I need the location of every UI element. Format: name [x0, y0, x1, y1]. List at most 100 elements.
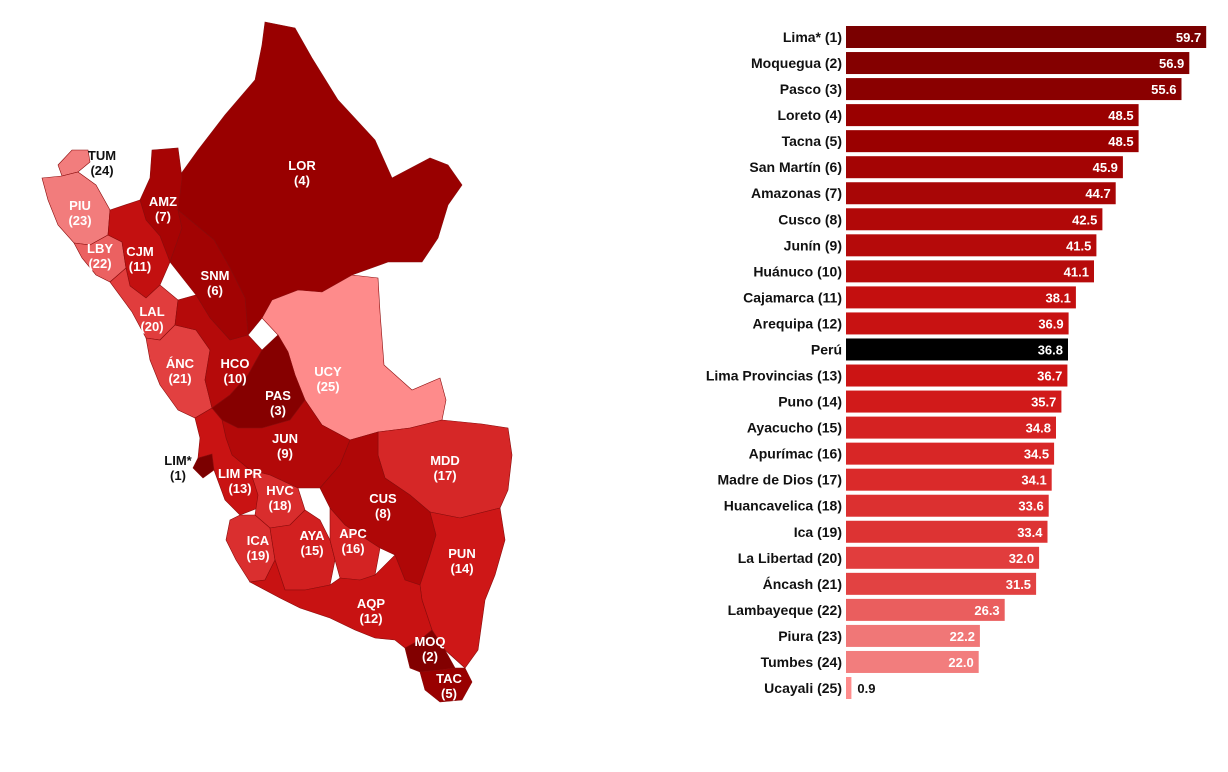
bar-tacna-5	[846, 130, 1139, 153]
map-region-code-snm: SNM	[201, 268, 230, 283]
map-region-lim	[192, 453, 215, 479]
category-label-puno-14: Puno (14)	[778, 394, 842, 410]
value-label-amazonas-7: 44.7	[1085, 186, 1110, 201]
bar-series: Lima* (1) 59.7 Moquegua (2) 56.9 Pasco (3) 55…	[706, 26, 1207, 699]
bar-lima-provincias-13	[846, 364, 1068, 387]
map-region-rank-cus: (8)	[375, 506, 391, 521]
map-region-rank-ucy: (25)	[316, 379, 339, 394]
map-canvas: LOR(4) AMZ(7) TUM(24) PIU(23) LBY(22) CJM(11)…	[41, 21, 513, 703]
map-region-rank-lby: (22)	[88, 256, 111, 271]
map-region-code-aya: AYA	[299, 528, 325, 543]
category-label-tumbes-24: Tumbes (24)	[761, 654, 842, 670]
map-region-code-piu: PIU	[69, 198, 91, 213]
value-label-madre-de-dios-17: 34.1	[1021, 473, 1046, 488]
category-label-lima-provincias-13: Lima Provincias (13)	[706, 368, 842, 384]
bar-cusco-8	[846, 208, 1103, 231]
value-label-tacna-5: 48.5	[1108, 134, 1133, 149]
map-region-code-ica: ICA	[247, 533, 270, 548]
map-region-rank-anc: (21)	[168, 371, 191, 386]
map-region-code-moq: MOQ	[414, 634, 445, 649]
map-region-rank-piu: (23)	[68, 213, 91, 228]
value-label-tumbes-24: 22.0	[948, 655, 973, 670]
value-label-ucayali-25: 0.9	[857, 681, 875, 696]
category-label-arequipa-12: Arequipa (12)	[753, 315, 842, 331]
bar-madre-de-dios-17	[846, 468, 1052, 491]
map-region-code-cjm: CJM	[126, 244, 153, 259]
category-label-huancavelica-18: Huancavelica (18)	[724, 498, 842, 514]
map-region-rank-snm: (6)	[207, 283, 223, 298]
value-label-arequipa-12: 36.9	[1038, 316, 1063, 331]
category-label-ucayali-25: Ucayali (25)	[764, 680, 842, 696]
category-label-la-libertad-20: La Libertad (20)	[738, 550, 842, 566]
map-region-rank-tum: (24)	[90, 163, 113, 178]
map-region-code-pun: PUN	[448, 546, 475, 561]
bar-piura-23	[846, 624, 980, 647]
map-region-tac	[419, 667, 473, 703]
map-region-tum	[57, 149, 91, 177]
map-region-rank-ica: (19)	[246, 548, 269, 563]
category-label-apurimac-16: Apurímac (16)	[749, 446, 842, 462]
category-label-amazonas-7: Amazonas (7)	[751, 185, 842, 201]
bar-huanuco-10	[846, 260, 1094, 283]
category-label-cusco-8: Cusco (8)	[778, 211, 842, 227]
bar-huancavelica-18	[846, 494, 1049, 517]
map-region-code-lor: LOR	[288, 158, 316, 173]
bar-ancash-21	[846, 572, 1037, 595]
category-label-huanuco-10: Huánuco (10)	[753, 263, 842, 279]
category-label-pasco-3: Pasco (3)	[780, 81, 842, 97]
ranking-bar-chart: Lima* (1) 59.7 Moquegua (2) 56.9 Pasco (3) 55…	[600, 0, 1228, 767]
category-label-lambayeque-22: Lambayeque (22)	[728, 602, 842, 618]
value-label-ancash-21: 31.5	[1006, 577, 1031, 592]
map-region-code-hvc: HVC	[266, 483, 294, 498]
bar-pasco-3	[846, 78, 1182, 101]
category-label-loreto-4: Loreto (4)	[777, 107, 842, 123]
map-region-code-hco: HCO	[221, 356, 250, 371]
map-region-code-lby: LBY	[87, 241, 113, 256]
category-label-junin-9: Junín (9)	[784, 237, 842, 253]
value-label-moquegua-2: 56.9	[1159, 56, 1184, 71]
value-label-lima-1: 59.7	[1176, 30, 1201, 45]
map-region-code-pas: PAS	[265, 388, 291, 403]
category-label-moquegua-2: Moquegua (2)	[751, 55, 842, 71]
value-label-cusco-8: 42.5	[1072, 212, 1097, 227]
map-region-code-lim: LIM*	[164, 453, 192, 468]
bar-tumbes-24	[846, 650, 979, 673]
value-label-piura-23: 22.2	[950, 629, 975, 644]
category-label-ancash-21: Áncash (21)	[763, 576, 842, 592]
value-label-pasco-3: 55.6	[1151, 82, 1176, 97]
map-region-rank-mdd: (17)	[433, 468, 456, 483]
map-region-rank-pun: (14)	[450, 561, 473, 576]
bar-san-martin-6	[846, 156, 1123, 179]
map-region-code-ucy: UCY	[314, 364, 342, 379]
value-label-junin-9: 41.5	[1066, 238, 1091, 253]
category-label-peru: Perú	[811, 341, 842, 357]
bar-chart-canvas: Lima* (1) 59.7 Moquegua (2) 56.9 Pasco (3) 55…	[706, 26, 1207, 699]
bar-loreto-4	[846, 104, 1139, 127]
value-label-ica-19: 33.4	[1017, 525, 1043, 540]
category-label-ica-19: Ica (19)	[794, 524, 842, 540]
value-label-lima-provincias-13: 36.7	[1037, 369, 1062, 384]
value-label-ayacucho-15: 34.8	[1026, 421, 1051, 436]
bar-peru	[846, 338, 1068, 361]
category-label-ayacucho-15: Ayacucho (15)	[747, 420, 842, 436]
map-region-code-tac: TAC	[436, 671, 462, 686]
map-region-code-lal: LAL	[139, 304, 164, 319]
bar-puno-14	[846, 390, 1062, 413]
map-region-code-aqp: AQP	[357, 596, 386, 611]
map-region-code-mdd: MDD	[430, 453, 460, 468]
map-region-code-lim-pr: LIM PR	[218, 466, 263, 481]
bar-apurimac-16	[846, 442, 1055, 465]
value-label-lambayeque-22: 26.3	[974, 603, 999, 618]
map-region-rank-aya: (15)	[300, 543, 323, 558]
map-region-rank-hco: (10)	[223, 371, 246, 386]
map-region-rank-lim-pr: (13)	[228, 481, 251, 496]
map-region-rank-pas: (3)	[270, 403, 286, 418]
category-label-lima-1: Lima* (1)	[783, 29, 842, 45]
map-region-rank-hvc: (18)	[268, 498, 291, 513]
map-labels: LOR(4) AMZ(7) TUM(24) PIU(23) LBY(22) CJM(11)…	[68, 148, 475, 701]
value-label-cajamarca-11: 38.1	[1046, 290, 1071, 305]
value-label-puno-14: 35.7	[1031, 395, 1056, 410]
map-region-rank-apc: (16)	[341, 541, 364, 556]
map-region-rank-aqp: (12)	[359, 611, 382, 626]
category-label-madre-de-dios-17: Madre de Dios (17)	[718, 472, 842, 488]
